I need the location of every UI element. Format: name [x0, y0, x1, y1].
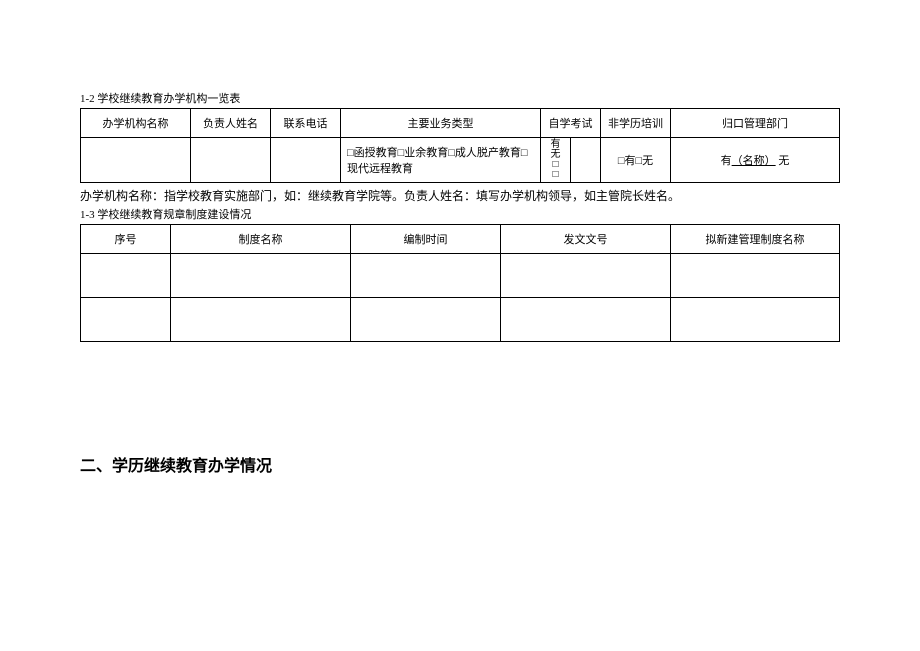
table1-header-row: 办学机构名称 负责人姓名 联系电话 主要业务类型 自学考试 非学历培训 归口管理… — [81, 109, 840, 138]
th-selfexam: 自学考试 — [541, 109, 601, 138]
th-biz: 主要业务类型 — [341, 109, 541, 138]
table1-data-row: □函授教育□业余教育□成人脱产教育□现代远程教育 有 无 □ □ □有□无 有（… — [81, 138, 840, 183]
selfexam-box2: □ — [552, 169, 558, 180]
table1-note: 办学机构名称：指学校教育实施部门，如：继续教育学院等。负责人姓名：填写办学机构领… — [80, 187, 840, 204]
table2-row2 — [81, 298, 840, 342]
table1-caption: 1-2 学校继续教育办学机构一览表 — [80, 90, 840, 106]
mgmt-name: （名称） — [732, 155, 776, 167]
cell — [501, 298, 671, 342]
table-institutions: 办学机构名称 负责人姓名 联系电话 主要业务类型 自学考试 非学历培训 归口管理… — [80, 108, 840, 183]
cell-phone — [271, 138, 341, 183]
cell — [81, 298, 171, 342]
th-docno: 发文文号 — [501, 225, 671, 254]
th-phone: 联系电话 — [271, 109, 341, 138]
th-nonacad: 非学历培训 — [601, 109, 671, 138]
cell — [501, 254, 671, 298]
cell-mgmt: 有（名称） 无 — [671, 138, 840, 183]
cell — [171, 254, 351, 298]
cell-selfexam-empty — [571, 138, 601, 183]
cell-selfexam-labels: 有 无 □ □ — [541, 138, 571, 183]
cell-name — [81, 138, 191, 183]
th-seq: 序号 — [81, 225, 171, 254]
cell-leader — [191, 138, 271, 183]
table2-caption: 1-3 学校继续教育规章制度建设情况 — [80, 206, 840, 222]
cell — [171, 298, 351, 342]
cell — [351, 254, 501, 298]
table2-header-row: 序号 制度名称 编制时间 发文文号 拟新建管理制度名称 — [81, 225, 840, 254]
th-regname: 制度名称 — [171, 225, 351, 254]
cell — [351, 298, 501, 342]
section2-title: 二、学历继续教育办学情况 — [80, 452, 840, 476]
cell-biz: □函授教育□业余教育□成人脱产教育□现代远程教育 — [341, 138, 541, 183]
cell-nonacad: □有□无 — [601, 138, 671, 183]
cell — [671, 298, 840, 342]
cell — [81, 254, 171, 298]
table-regulations: 序号 制度名称 编制时间 发文文号 拟新建管理制度名称 — [80, 224, 840, 342]
th-leader: 负责人姓名 — [191, 109, 271, 138]
mgmt-you: 有 — [721, 155, 732, 167]
cell — [671, 254, 840, 298]
th-newname: 拟新建管理制度名称 — [671, 225, 840, 254]
table2-row1 — [81, 254, 840, 298]
mgmt-wu: 无 — [776, 155, 790, 167]
th-mgmt: 归口管理部门 — [671, 109, 840, 138]
th-name: 办学机构名称 — [81, 109, 191, 138]
th-date: 编制时间 — [351, 225, 501, 254]
